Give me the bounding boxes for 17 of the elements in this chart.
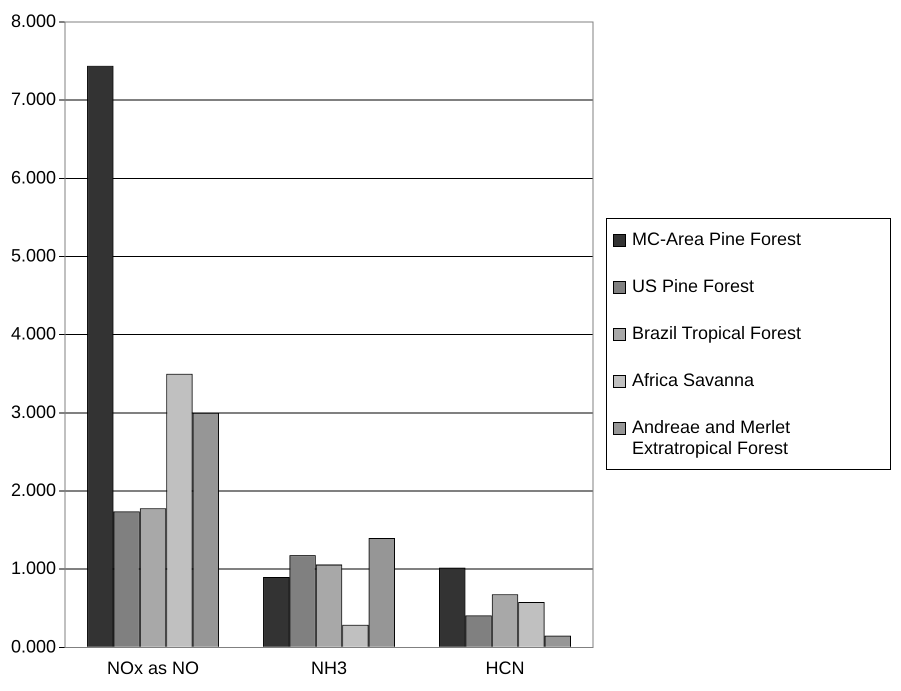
- y-tick-label: 8.000: [10, 10, 56, 31]
- legend-label: Andreae and Merlet Extratropical Forest: [632, 417, 792, 459]
- legend-label: MC-Area Pine Forest: [632, 229, 802, 250]
- y-tick-label: 0.000: [10, 636, 56, 656]
- y-tick-label: 4.000: [10, 324, 56, 344]
- y-tick-label: 3.000: [10, 402, 56, 422]
- x-tick-label: NH3: [311, 658, 348, 678]
- y-tick-label: 1.000: [10, 558, 56, 578]
- y-tick-label: 6.000: [10, 167, 56, 188]
- y-tick-label: 2.000: [10, 480, 56, 500]
- legend-label: Brazil Tropical Forest: [632, 323, 802, 344]
- y-tick-label: 5.000: [10, 245, 56, 266]
- y-tick-label: 7.000: [10, 89, 56, 110]
- x-tick-label: NOx as NO: [107, 658, 200, 678]
- legend-label: US Pine Forest: [632, 276, 754, 297]
- legend-label: Africa Savanna: [632, 370, 754, 391]
- x-tick-label: HCN: [486, 658, 525, 678]
